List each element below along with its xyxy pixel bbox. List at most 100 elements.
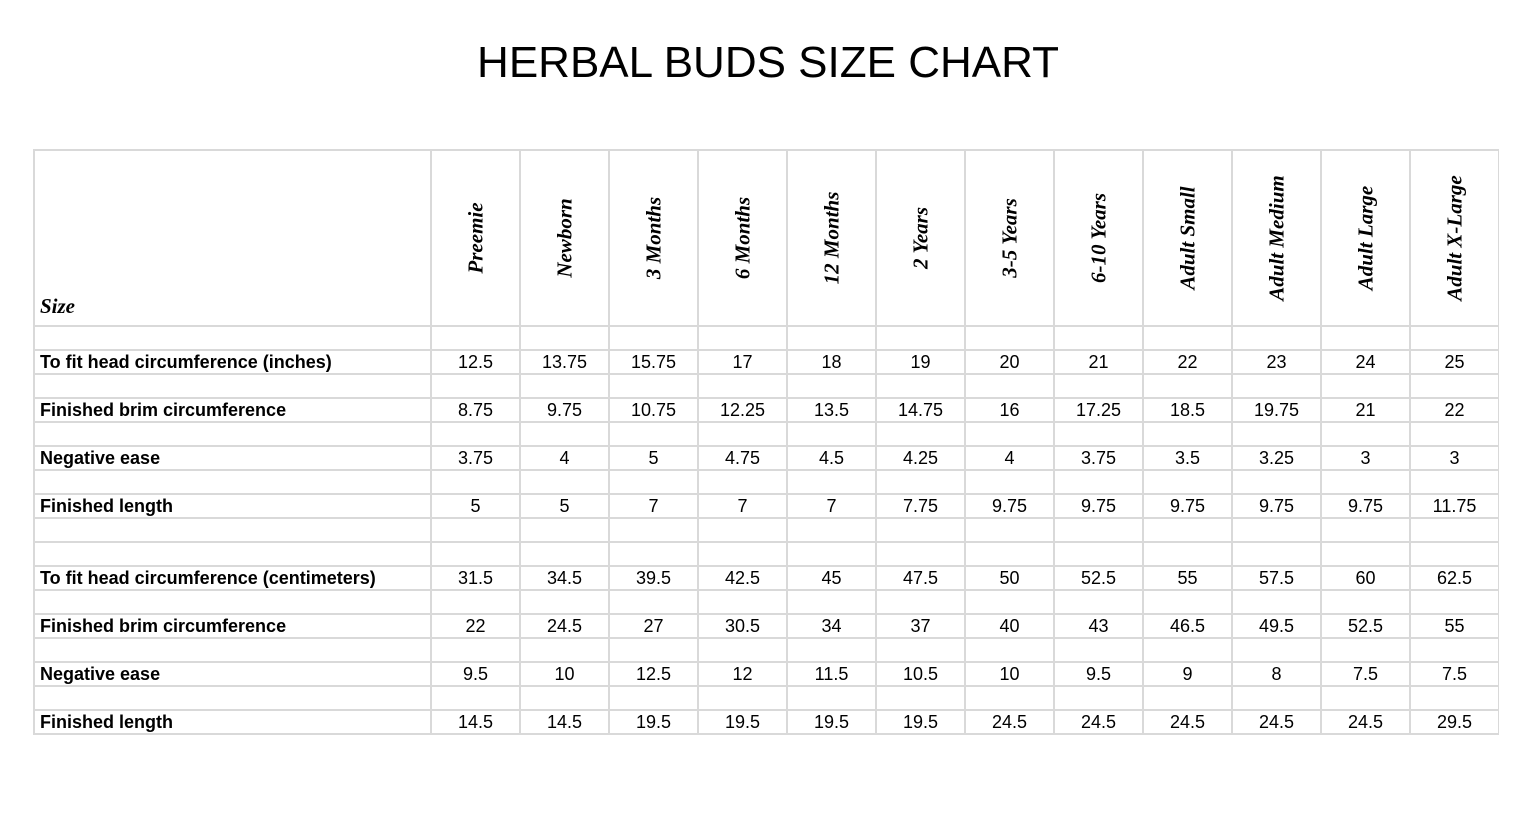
empty-cell <box>519 325 610 351</box>
empty-cell <box>430 517 521 543</box>
empty-cell <box>1142 589 1233 615</box>
value-cell: 10.75 <box>608 397 699 423</box>
value-cell: 12.5 <box>430 349 521 375</box>
spacer-row <box>33 541 1499 567</box>
empty-cell <box>1409 637 1499 663</box>
empty-cell <box>964 685 1055 711</box>
empty-cell <box>1231 685 1322 711</box>
empty-cell <box>1053 541 1144 567</box>
value-cell: 7.5 <box>1409 661 1499 687</box>
row-label: Finished length <box>33 709 432 735</box>
value-cell: 3.5 <box>1142 445 1233 471</box>
value-cell: 12 <box>697 661 788 687</box>
empty-cell <box>430 373 521 399</box>
empty-cell <box>875 469 966 495</box>
empty-cell <box>875 637 966 663</box>
value-cell: 24.5 <box>1142 709 1233 735</box>
spacer-row <box>33 469 1499 495</box>
empty-cell <box>875 541 966 567</box>
value-cell: 46.5 <box>1142 613 1233 639</box>
empty-cell <box>430 541 521 567</box>
value-cell: 8.75 <box>430 397 521 423</box>
empty-cell <box>1320 373 1411 399</box>
empty-cell <box>786 589 877 615</box>
table-row: Negative ease 9.5 10 12.5 12 11.5 10.5 10 9.5 9 8 7… <box>33 661 1499 687</box>
empty-cell <box>697 685 788 711</box>
value-cell: 52.5 <box>1053 565 1144 591</box>
empty-cell <box>697 421 788 447</box>
value-cell: 4.5 <box>786 445 877 471</box>
row-label: To fit head circumference (centimeters) <box>33 565 432 591</box>
empty-cell <box>697 637 788 663</box>
empty-cell <box>1053 325 1144 351</box>
empty-cell <box>964 421 1055 447</box>
empty-cell <box>33 517 432 543</box>
value-cell: 21 <box>1053 349 1144 375</box>
empty-cell <box>430 637 521 663</box>
value-cell: 24.5 <box>1320 709 1411 735</box>
empty-cell <box>1320 541 1411 567</box>
empty-cell <box>964 589 1055 615</box>
empty-cell <box>430 589 521 615</box>
size-column-label: Preemie <box>463 202 487 274</box>
empty-cell <box>786 517 877 543</box>
empty-cell <box>1053 589 1144 615</box>
empty-cell <box>964 637 1055 663</box>
value-cell: 9.5 <box>430 661 521 687</box>
value-cell: 52.5 <box>1320 613 1411 639</box>
value-cell: 11.75 <box>1409 493 1499 519</box>
empty-cell <box>697 517 788 543</box>
row-label: To fit head circumference (inches) <box>33 349 432 375</box>
value-cell: 13.75 <box>519 349 610 375</box>
spacer-row <box>33 421 1499 447</box>
empty-cell <box>964 541 1055 567</box>
value-cell: 4.75 <box>697 445 788 471</box>
value-cell: 16 <box>964 397 1055 423</box>
empty-cell <box>786 685 877 711</box>
empty-cell <box>608 589 699 615</box>
empty-cell <box>1320 469 1411 495</box>
size-column-header: 3 Months <box>608 149 699 327</box>
empty-cell <box>1231 325 1322 351</box>
value-cell: 10.5 <box>875 661 966 687</box>
empty-cell <box>1409 469 1499 495</box>
value-cell: 18 <box>786 349 877 375</box>
value-cell: 7 <box>786 493 877 519</box>
value-cell: 7 <box>608 493 699 519</box>
value-cell: 5 <box>430 493 521 519</box>
value-cell: 19.5 <box>875 709 966 735</box>
value-cell: 9.75 <box>1231 493 1322 519</box>
value-cell: 55 <box>1142 565 1233 591</box>
table-row: Finished brim circumference 22 24.5 27 30.5 3… <box>33 613 1499 639</box>
empty-cell <box>430 421 521 447</box>
value-cell: 9.75 <box>1053 493 1144 519</box>
empty-cell <box>697 373 788 399</box>
value-cell: 18.5 <box>1142 397 1233 423</box>
value-cell: 4 <box>964 445 1055 471</box>
value-cell: 24.5 <box>1231 709 1322 735</box>
empty-cell <box>33 541 432 567</box>
spacer-row <box>33 685 1499 711</box>
empty-cell <box>33 325 432 351</box>
value-cell: 12.5 <box>608 661 699 687</box>
empty-cell <box>33 373 432 399</box>
size-column-header: Newborn <box>519 149 610 327</box>
size-column-label: 2 Years <box>908 206 932 270</box>
empty-cell <box>697 469 788 495</box>
table-row: Finished brim circumference 8.75 9.75 10.75… <box>33 397 1499 423</box>
value-cell: 43 <box>1053 613 1144 639</box>
empty-cell <box>519 469 610 495</box>
value-cell: 7.75 <box>875 493 966 519</box>
size-column-label: 12 Months <box>819 191 843 285</box>
empty-cell <box>608 325 699 351</box>
header-row: Size Preemie Newborn 3 Months 6 Months 12 Mon… <box>33 149 1499 327</box>
value-cell: 60 <box>1320 565 1411 591</box>
value-cell: 42.5 <box>697 565 788 591</box>
empty-cell <box>608 469 699 495</box>
empty-cell <box>875 685 966 711</box>
empty-cell <box>608 685 699 711</box>
table-row: Finished length 14.5 14.5 19.5 19.5 19.5 19.5 2… <box>33 709 1499 735</box>
value-cell: 34 <box>786 613 877 639</box>
value-cell: 22 <box>1409 397 1499 423</box>
empty-cell <box>1320 325 1411 351</box>
